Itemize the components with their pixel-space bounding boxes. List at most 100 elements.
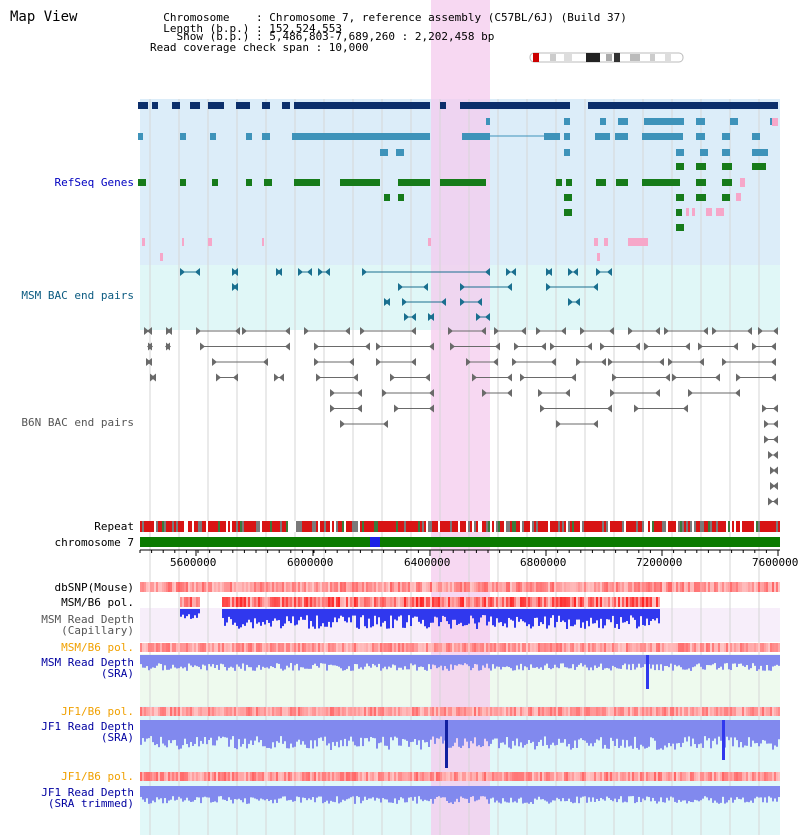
depth-bar <box>150 655 152 669</box>
depth-bar <box>740 786 742 800</box>
polymorphism-cell <box>432 597 434 607</box>
depth-bar <box>556 655 558 668</box>
depth-bar <box>478 786 480 800</box>
read-depth-tracks[interactable] <box>140 609 780 804</box>
polymorphism-cell <box>576 582 578 592</box>
polymorphism-cell <box>656 582 658 592</box>
refseq-genes-track[interactable] <box>138 102 778 261</box>
depth-bar <box>396 609 398 621</box>
polymorphism-tracks[interactable] <box>140 582 780 781</box>
polymorphism-cell <box>368 772 370 781</box>
repeat-segment <box>408 521 410 532</box>
polymorphism-cell <box>634 772 636 781</box>
b6n-bac-pair <box>593 420 598 428</box>
polymorphism-cell <box>670 643 672 652</box>
repeat-segment <box>232 521 234 532</box>
depth-bar <box>556 609 558 622</box>
polymorphism-cell <box>250 643 252 652</box>
repeat-segment <box>642 521 644 532</box>
polymorphism-cell <box>270 772 272 781</box>
depth-bar <box>578 609 580 620</box>
polymorphism-cell <box>234 772 236 781</box>
depth-bar <box>724 786 726 804</box>
polymorphism-cell <box>600 582 602 592</box>
polymorphism-cell <box>552 772 554 781</box>
polymorphism-cell <box>444 707 446 716</box>
depth-bar <box>660 720 662 749</box>
depth-bar <box>514 609 516 628</box>
polymorphism-cell <box>446 772 448 781</box>
polymorphism-cell <box>768 643 770 652</box>
axis-tick-label: 7200000 <box>636 556 683 569</box>
repeat-segment <box>248 521 250 532</box>
polymorphism-cell <box>396 772 398 781</box>
depth-bar <box>728 786 730 801</box>
polymorphism-cell <box>534 582 536 592</box>
depth-bar <box>300 720 302 745</box>
repeat-segment <box>558 521 560 532</box>
depth-bar <box>602 609 604 629</box>
polymorphism-cell <box>494 707 496 716</box>
polymorphism-cell <box>278 707 280 716</box>
repeat-segment <box>748 521 750 532</box>
b6n-bac-track[interactable] <box>144 327 778 506</box>
polymorphism-cell <box>272 772 274 781</box>
polymorphism-cell <box>296 772 298 781</box>
polymorphism-cell <box>686 707 688 716</box>
msm-bac-track[interactable] <box>180 268 612 321</box>
polymorphism-cell <box>758 643 760 652</box>
polymorphism-cell <box>288 707 290 716</box>
polymorphism-cell <box>714 707 716 716</box>
depth-bar <box>544 720 546 737</box>
depth-bar <box>256 609 258 624</box>
b6n-bac-pair <box>685 342 690 351</box>
polymorphism-cell <box>554 772 556 781</box>
polymorphism-cell <box>578 772 580 781</box>
polymorphism-cell <box>488 643 490 652</box>
depth-bar <box>436 720 438 739</box>
depth-bar <box>614 720 616 747</box>
depth-bar <box>760 786 762 798</box>
depth-bar <box>538 720 540 743</box>
depth-bar <box>212 655 214 665</box>
polymorphism-cell <box>626 597 628 607</box>
depth-bar <box>184 786 186 801</box>
polymorphism-cell <box>542 582 544 592</box>
depth-bar <box>448 786 450 804</box>
polymorphism-cell <box>616 643 618 652</box>
repeat-segment <box>326 521 328 532</box>
depth-bar <box>416 655 418 671</box>
depth-bar <box>716 655 718 670</box>
polymorphism-cell <box>542 707 544 716</box>
polymorphism-cell <box>682 582 684 592</box>
msm-bac-track-label[interactable]: MSM BAC end pairs <box>21 289 134 302</box>
chromosome-bar[interactable] <box>140 537 780 547</box>
polymorphism-cell <box>364 597 366 607</box>
msm-bac-pair <box>477 298 482 306</box>
depth-bar <box>244 720 246 739</box>
polymorphism-cell <box>500 772 502 781</box>
depth-bar <box>312 786 314 798</box>
depth-bar <box>572 609 574 627</box>
refseq-track-label[interactable]: RefSeq Genes <box>54 176 134 189</box>
refseq-gene <box>676 224 684 231</box>
polymorphism-cell <box>356 772 358 781</box>
polymorphism-cell <box>222 772 224 781</box>
repeat-segment <box>318 521 320 532</box>
repeat-track[interactable] <box>140 521 780 532</box>
polymorphism-cell <box>546 772 548 781</box>
msm-pol-sra-label: MSM/B6 pol. <box>61 641 134 654</box>
depth-bar <box>368 720 370 742</box>
depth-bar <box>642 720 644 747</box>
polymorphism-cell <box>288 772 290 781</box>
polymorphism-cell <box>506 582 508 592</box>
b6n-bac-track-label[interactable]: B6N BAC end pairs <box>21 416 134 429</box>
polymorphism-cell <box>598 582 600 592</box>
depth-bar <box>616 655 618 669</box>
depth-bar <box>466 655 468 665</box>
chromosome-ideogram[interactable] <box>529 52 684 63</box>
depth-bar <box>194 609 196 616</box>
depth-bar <box>404 786 406 803</box>
repeat-segment <box>160 521 162 532</box>
repeat-segment <box>212 521 214 532</box>
